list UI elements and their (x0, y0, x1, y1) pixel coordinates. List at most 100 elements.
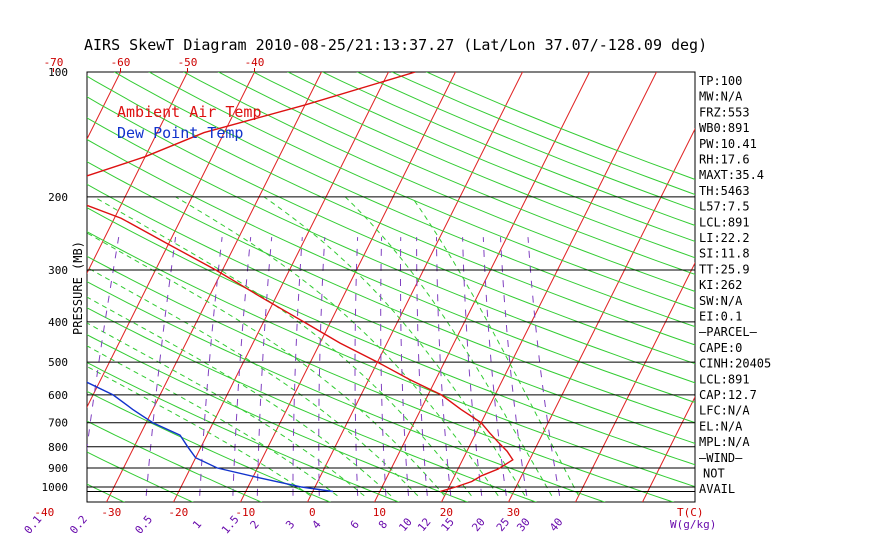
pressure-tick-label: 900 (48, 462, 68, 475)
index-item: TT:25.9 (699, 262, 750, 276)
bottom-temperature-tick-label: 10 (373, 506, 386, 519)
mixing-ratio-line (354, 237, 359, 496)
isotherm-line (172, 72, 390, 502)
isotherm-line (0, 53, 63, 504)
index-item: CAPE:0 (699, 341, 742, 355)
index-item: LFC:N/A (699, 404, 750, 418)
index-item: FRZ:553 (699, 105, 750, 119)
mixing-ratio-line (145, 237, 177, 496)
moist-adiabat-line (344, 196, 553, 497)
index-item: CINH:20405 (699, 357, 771, 371)
isotherm-line (641, 395, 695, 502)
isotherm-line (507, 127, 695, 502)
index-item: TH:5463 (699, 184, 750, 198)
bottom-temperature-tick-label: -20 (168, 506, 188, 519)
dry-adiabat-line (286, 72, 695, 242)
legend-dew-point-temp: Dew Point Temp (117, 124, 243, 142)
index-item: L57:7.5 (699, 200, 750, 214)
mixing-ratio-line (527, 237, 561, 496)
pressure-tick-label: 700 (48, 417, 68, 430)
index-item: EL:N/A (699, 419, 743, 433)
dry-adiabat-line (87, 75, 695, 346)
index-item: EI:0.1 (699, 310, 742, 324)
moist-adiabat-line (411, 196, 580, 497)
dry-adiabat-lines (87, 72, 695, 502)
index-item: TP:100 (699, 74, 742, 88)
mixing-ratio-tick-label: 3 (283, 518, 297, 531)
mixing-ratio-tick-label: 0.5 (132, 513, 155, 537)
dry-adiabat-line (87, 420, 263, 502)
top-temperature-tick-label: -50 (178, 56, 198, 69)
mixing-ratio-tick-label: 1 (190, 518, 204, 531)
mixing-ratio-line (199, 237, 223, 496)
mixing-ratio-tick-label: 4 (309, 518, 323, 532)
chart-title: AIRS SkewT Diagram 2010-08-25/21:13:37.2… (84, 36, 707, 54)
isotherm-line (87, 72, 122, 141)
pressure-tick-label: 1000 (42, 481, 69, 494)
isotherm-line (87, 72, 256, 409)
bottom-temperature-tick-label: -10 (235, 506, 255, 519)
mixing-ratio-line (416, 237, 428, 496)
dry-adiabat-line (87, 96, 695, 365)
bottom-temperature-tick-label: 0 (309, 506, 316, 519)
y-axis-label: PRESSURE (MB) (71, 241, 85, 335)
index-item: CAP:12.7 (699, 388, 757, 402)
mixing-ratio-tick-label: 8 (376, 518, 390, 531)
dry-adiabat-line (87, 231, 695, 488)
top-temperature-tick-labels: -120-110-100-90-80-70-60-50-40 (44, 56, 264, 72)
mixing-ratio-line (318, 237, 326, 496)
isotherm-line (87, 72, 189, 275)
mixing-ratio-line (232, 237, 252, 496)
bottom-temperature-tick-label: -30 (101, 506, 121, 519)
moist-adiabat-line (87, 296, 392, 497)
mixing-ratio-tick-label: 6 (348, 518, 362, 531)
pressure-tick-label: 500 (48, 356, 68, 369)
dry-adiabat-line (217, 72, 695, 275)
moist-adiabat-line (87, 232, 445, 497)
index-item: PW:10.41 (699, 137, 757, 151)
mixing-ratio-tick-label: 0.2 (67, 513, 90, 537)
top-temperature-tick-label: -70 (44, 56, 64, 69)
mixing-ratio-line (482, 237, 507, 496)
index-item: KI:262 (699, 278, 742, 292)
dry-adiabat-line (87, 362, 400, 502)
dry-adiabat-line (87, 307, 538, 502)
index-item: SI:11.8 (699, 247, 750, 261)
isotherm-line (239, 72, 457, 502)
dry-adiabat-line (321, 72, 695, 226)
mixing-ratio-line (462, 237, 483, 496)
moist-adiabat-line (87, 365, 311, 497)
mixing-ratio-tick-label: 20 (469, 515, 487, 534)
dry-adiabat-line (87, 483, 126, 502)
index-item: —PARCEL— (699, 325, 758, 339)
index-item: RH:17.6 (699, 153, 750, 167)
pressure-tick-label: 300 (48, 264, 68, 277)
mixing-ratio-line (400, 237, 409, 496)
isotherm-line (373, 72, 591, 502)
mixing-ratio-line (500, 237, 528, 496)
dry-adiabat-line (87, 183, 695, 444)
index-item: LI:22.2 (699, 231, 750, 245)
legend-ambient-air-temp: Ambient Air Temp (117, 103, 262, 121)
pressure-tick-label: 200 (48, 191, 68, 204)
bottom-temperature-tick-label: 30 (507, 506, 520, 519)
dry-adiabat-line (87, 117, 695, 384)
index-item: AVAIL (699, 482, 735, 496)
mixing-ratio-line (87, 237, 120, 452)
mixing-ratio-line (380, 237, 387, 496)
bottom-temperature-tick-label: -40 (34, 506, 54, 519)
top-temperature-tick-label: -60 (111, 56, 131, 69)
index-item: LCL:891 (699, 215, 750, 229)
bottom-temperature-tick-label: 20 (440, 506, 453, 519)
series-layer (87, 72, 514, 493)
dry-adiabat-line (87, 255, 675, 502)
dry-adiabat-line (87, 138, 695, 403)
index-item: —WIND— (699, 451, 743, 465)
moist-adiabat-line (263, 196, 526, 497)
dry-adiabat-line (425, 72, 695, 180)
dry-adiabat-line (87, 161, 695, 424)
isotherm-line (574, 261, 695, 502)
